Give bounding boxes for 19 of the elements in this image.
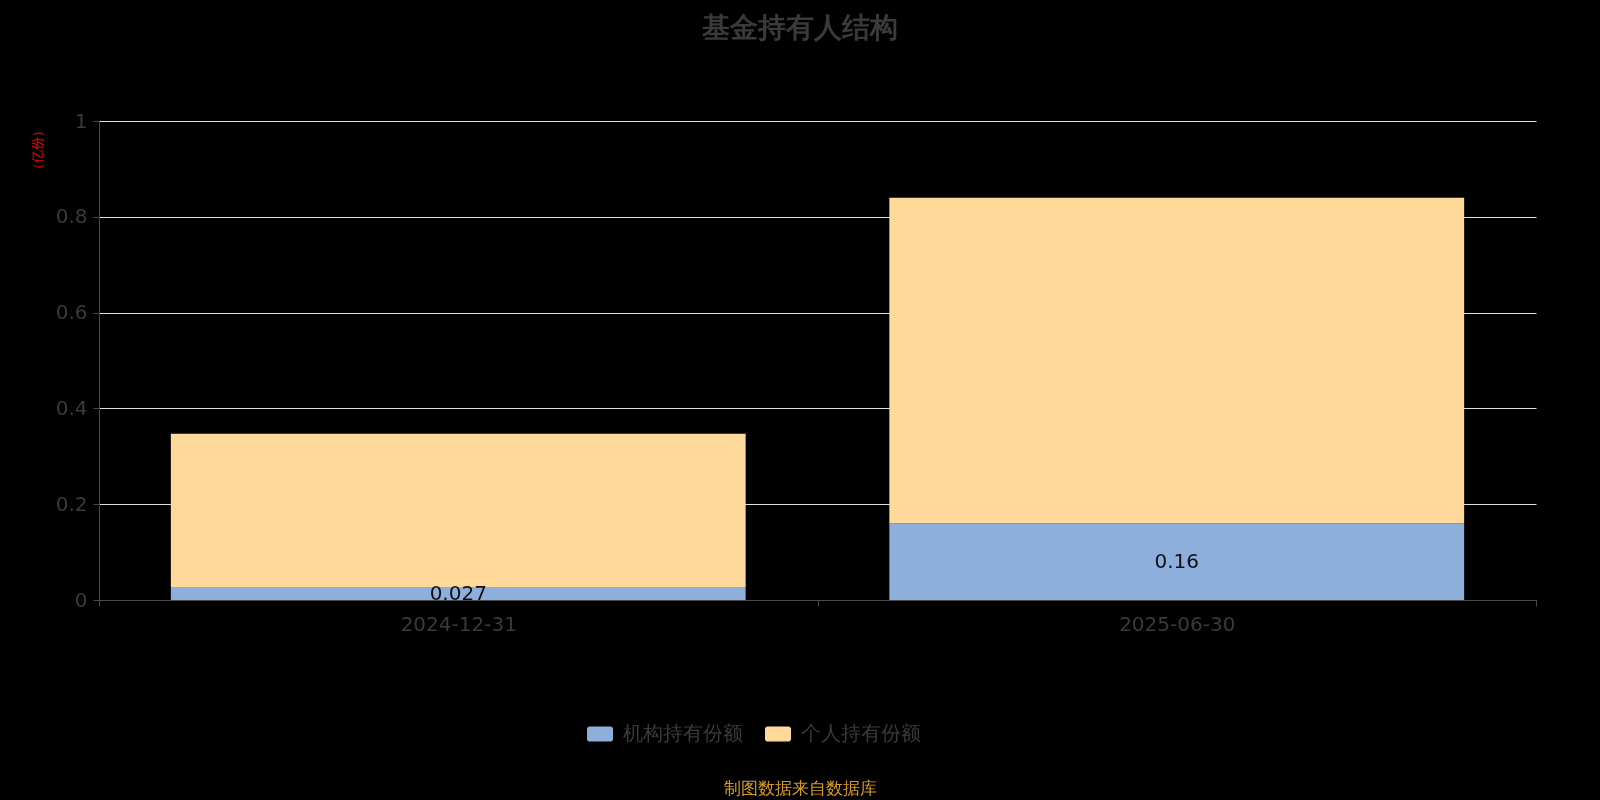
chart-title: 基金持有人结构 bbox=[700, 11, 898, 44]
y-tick-label: 0.4 bbox=[55, 395, 88, 420]
y-tick-label: 0 bbox=[74, 587, 88, 612]
x-tick-label: 2024-12-31 bbox=[400, 611, 517, 636]
legend-label: 机构持有份额 bbox=[623, 721, 743, 745]
legend-label: 个人持有份额 bbox=[801, 721, 921, 745]
data-label: 0.16 bbox=[1154, 548, 1200, 573]
x-tick-label: 2025-06-30 bbox=[1119, 611, 1236, 636]
y-tick-label: 0.8 bbox=[55, 204, 88, 229]
y-tick-label: 0.6 bbox=[55, 300, 88, 325]
y-axis-title: （亿份） bbox=[29, 123, 45, 176]
y-tick-label: 1 bbox=[74, 108, 88, 133]
bar bbox=[170, 433, 746, 588]
bar bbox=[889, 523, 1465, 600]
bar bbox=[170, 587, 746, 600]
bar bbox=[889, 197, 1465, 524]
text: 制图数据来自数据库 bbox=[723, 778, 877, 798]
data-label: 0.027 bbox=[429, 580, 487, 605]
y-tick-label: 0.2 bbox=[55, 491, 88, 516]
